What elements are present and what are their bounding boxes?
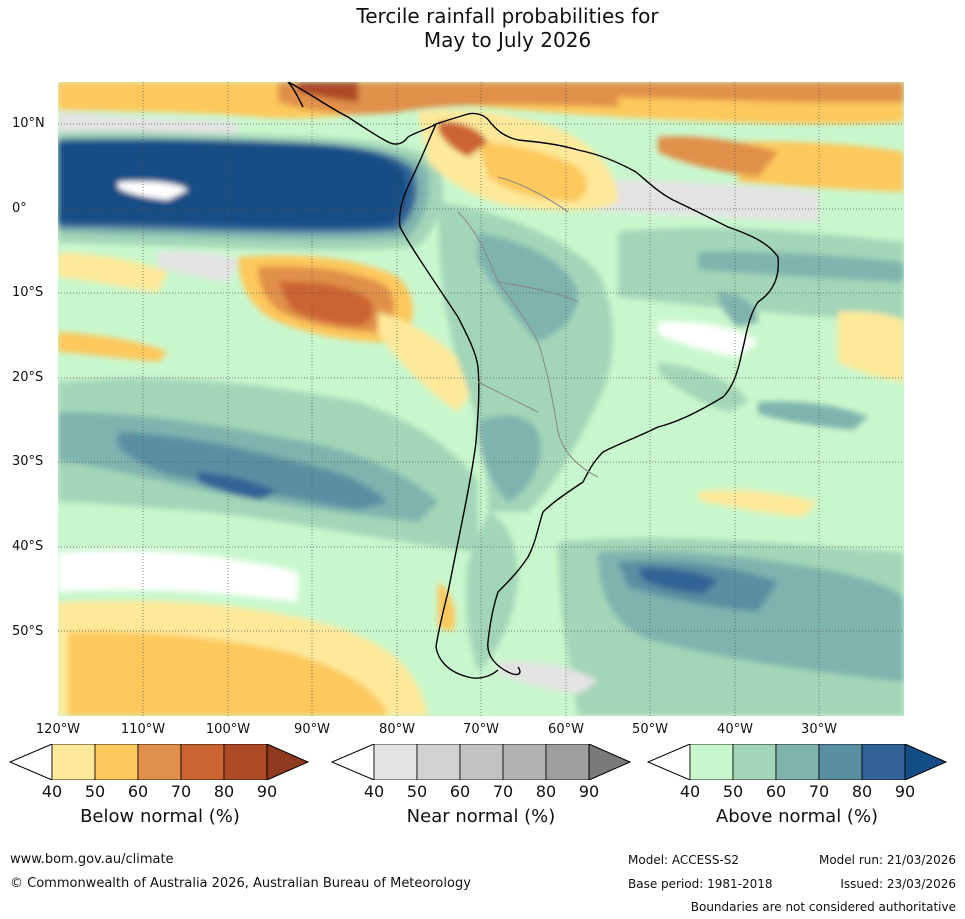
legend-above-swatch xyxy=(689,744,734,780)
national-borders xyxy=(457,176,599,478)
legend-above-swatch xyxy=(775,744,820,780)
lat-label-20s: 20°S xyxy=(12,370,44,385)
graticule xyxy=(58,82,904,716)
legend-above-swatch xyxy=(861,744,906,780)
legend-above-tick: 50 xyxy=(722,782,744,801)
legend-below-colorbar xyxy=(8,744,310,780)
lon-label-30w: 30°W xyxy=(801,722,837,737)
legend-below-swatch xyxy=(94,744,139,780)
footer-url[interactable]: www.bom.gov.au/climate xyxy=(10,852,174,867)
lat-label-0: 0° xyxy=(12,201,27,216)
legend-below-tick: 90 xyxy=(256,782,278,801)
lon-label-90w: 90°W xyxy=(294,722,330,737)
legend-near-tick: 90 xyxy=(578,782,600,801)
chart-title: Tercile rainfall probabilities for May t… xyxy=(0,4,965,52)
footer-model-run: Model run: 21/03/2026 xyxy=(818,853,956,867)
legend-near-arrow-left xyxy=(330,744,375,780)
lat-label-40s: 40°S xyxy=(12,539,44,554)
lat-label-50s: 50°S xyxy=(12,624,44,639)
legend-above-swatch xyxy=(818,744,863,780)
legend-above-arrow-left xyxy=(646,744,691,780)
legend-below-arrow-left xyxy=(8,744,53,780)
legend-near-tick: 50 xyxy=(406,782,428,801)
legend-above-colorbar xyxy=(646,744,948,780)
legend-near-swatch xyxy=(545,744,590,780)
legend-below-swatch xyxy=(223,744,268,780)
title-line-2: May to July 2026 xyxy=(423,28,592,52)
legend-near-swatch xyxy=(373,744,418,780)
legend-below-tick: 70 xyxy=(170,782,192,801)
lat-label-30s: 30°S xyxy=(12,454,44,469)
lat-label-10n: 10°N xyxy=(12,116,45,131)
lon-label-70w: 70°W xyxy=(463,722,499,737)
lon-label-100w: 100°W xyxy=(205,722,251,737)
legend-below-arrow-right xyxy=(266,744,310,780)
legend-near-tick: 80 xyxy=(535,782,557,801)
legend-below-tick: 40 xyxy=(41,782,63,801)
legend-below-tick: 80 xyxy=(213,782,235,801)
legend-above-tick: 40 xyxy=(679,782,701,801)
legend-near-swatch xyxy=(416,744,461,780)
lon-label-80w: 80°W xyxy=(379,722,415,737)
probability-map xyxy=(58,82,904,716)
legend-above-arrow-right xyxy=(904,744,948,780)
coastline xyxy=(287,82,780,679)
footer-issued: Issued: 23/03/2026 xyxy=(840,877,956,891)
map-canvas xyxy=(58,82,904,716)
legend-below-tick: 60 xyxy=(127,782,149,801)
title-line-1: Tercile rainfall probabilities for xyxy=(356,4,659,28)
lon-label-50w: 50°W xyxy=(632,722,668,737)
lon-label-120w: 120°W xyxy=(35,722,81,737)
legend-near-tick: 70 xyxy=(492,782,514,801)
lon-label-40w: 40°W xyxy=(717,722,753,737)
lon-label-60w: 60°W xyxy=(548,722,584,737)
legend-near-tick: 60 xyxy=(449,782,471,801)
footer-copyright: © Commonwealth of Australia 2026, Austra… xyxy=(10,876,471,891)
lon-label-110w: 110°W xyxy=(120,722,166,737)
legend-above-tick: 90 xyxy=(894,782,916,801)
legend-near-colorbar xyxy=(330,744,632,780)
legend-above-tick: 70 xyxy=(808,782,830,801)
legend-below-swatch xyxy=(180,744,225,780)
legend-near-swatch xyxy=(502,744,547,780)
lat-label-10s: 10°S xyxy=(12,285,44,300)
legend-below-swatch xyxy=(137,744,182,780)
legend-below-title: Below normal (%) xyxy=(80,806,240,827)
legend-above-title: Above normal (%) xyxy=(715,806,879,827)
legend-below-swatch xyxy=(51,744,96,780)
legend-near-tick: 40 xyxy=(363,782,385,801)
legend-near-arrow-right xyxy=(588,744,632,780)
legend-above-tick: 60 xyxy=(765,782,787,801)
legend-below-tick: 50 xyxy=(84,782,106,801)
footer-model: Model: ACCESS-S2 xyxy=(628,853,740,867)
legend-near-title: Near normal (%) xyxy=(406,806,556,827)
legend-above-tick: 80 xyxy=(851,782,873,801)
legend-near-swatch xyxy=(459,744,504,780)
footer-disclaimer: Boundaries are not considered authoritat… xyxy=(690,900,956,914)
footer-base-period: Base period: 1981-2018 xyxy=(628,877,773,891)
legend-above-swatch xyxy=(732,744,777,780)
